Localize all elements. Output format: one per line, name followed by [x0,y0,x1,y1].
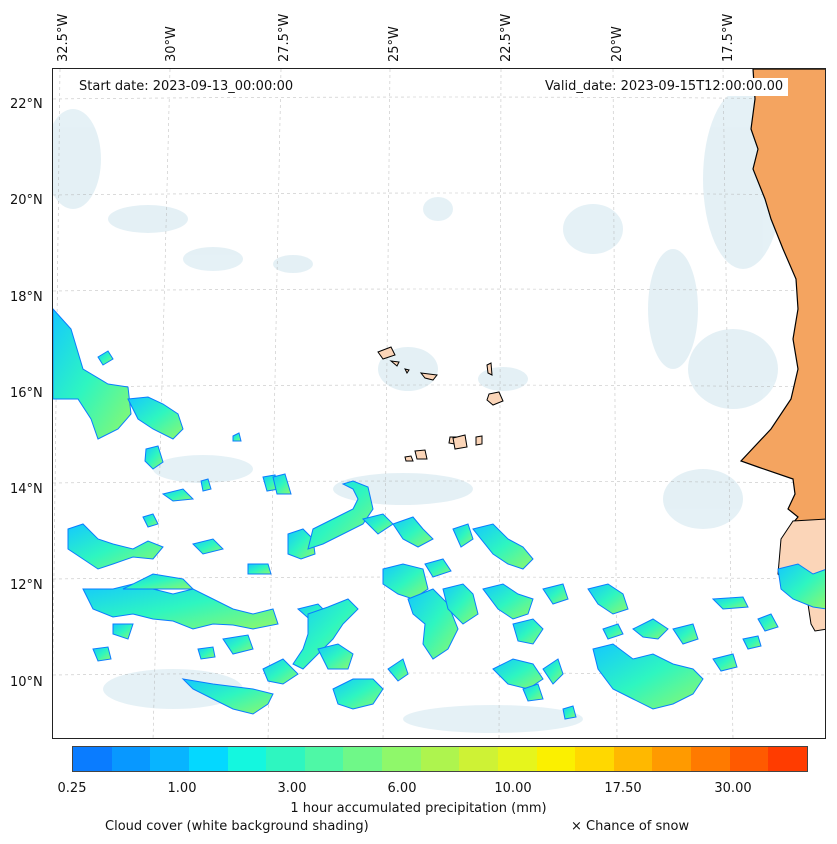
lon-label-32-5w: 32.5°W [56,13,71,62]
cloud-cover-legend: Cloud cover (white background shading) [105,819,369,834]
colorbar-label: 1 hour accumulated precipitation (mm) [290,801,547,816]
lat-label-10n: 10°N [10,675,43,690]
precipitation-field [53,308,825,720]
colorbar-swatch-18 [768,747,807,771]
colorbar-swatch-2 [150,747,189,771]
colorbar-swatch-6 [304,747,344,771]
colorbar-tick-17-50: 17.50 [604,781,642,796]
colorbar-swatch-8 [382,747,421,771]
colorbar-tick-30-00: 30.00 [714,781,752,796]
lon-label-20w: 20°W [610,26,625,62]
colorbar-swatch-12 [536,747,576,771]
colorbar-swatch-0 [73,747,112,771]
cape-verde-islands [377,346,504,462]
colorbar-swatch-7 [343,747,382,771]
snow-legend: × Chance of snow [571,819,690,834]
lon-label-30w: 30°W [164,26,179,62]
colorbar-tick-10-00: 10.00 [494,781,532,796]
colorbar-tick-6-00: 6.00 [387,781,417,796]
lat-label-12n: 12°N [10,578,43,593]
colorbar-swatch-13 [575,747,614,771]
valid-date: Valid_date: 2023-09-15T12:00:00.00 [540,78,789,96]
colorbar-tick-3-00: 3.00 [277,781,307,796]
lat-label-14n: 14°N [10,482,43,497]
colorbar-swatch-14 [613,747,653,771]
colorbar-swatch-16 [691,747,730,771]
map-panel [52,68,826,739]
colorbar-tick-0-25: 0.25 [57,781,87,796]
colorbar-swatch-1 [111,747,151,771]
colorbar-swatch-10 [459,747,498,771]
lon-label-17-5w: 17.5°W [721,13,736,62]
colorbar-swatch-4 [227,747,267,771]
lon-label-27-5w: 27.5°W [277,13,292,62]
map-canvas [53,69,825,738]
colorbar-swatch-5 [266,747,305,771]
lon-label-22-5w: 22.5°W [499,13,514,62]
colorbar-tick-1-00: 1.00 [167,781,197,796]
start-date: Start date: 2023-09-13_00:00:00 [74,78,299,96]
precipitation-colorbar [72,746,808,772]
lat-label-20n: 20°N [10,193,43,208]
lon-label-25w: 25°W [387,26,402,62]
colorbar-swatch-11 [497,747,537,771]
colorbar-swatch-9 [420,747,460,771]
lat-label-16n: 16°N [10,386,43,401]
lat-label-18n: 18°N [10,290,43,305]
colorbar-swatch-15 [652,747,691,771]
lat-label-22n: 22°N [10,97,43,112]
colorbar-swatch-3 [188,747,228,771]
colorbar-swatch-17 [729,747,769,771]
